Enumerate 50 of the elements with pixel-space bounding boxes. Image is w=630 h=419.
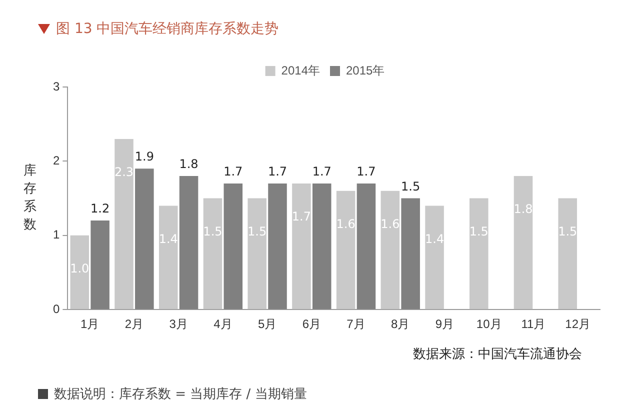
bar — [203, 198, 222, 310]
y-axis-title: 库存系数 — [24, 164, 36, 233]
x-tick-label: 7月 — [346, 317, 366, 332]
bar — [224, 183, 243, 310]
bar — [401, 198, 420, 310]
data-label: 1.7 — [224, 164, 243, 179]
x-tick-label: 10月 — [476, 317, 502, 332]
bar — [158, 206, 178, 310]
bar — [268, 183, 287, 310]
bar — [558, 198, 578, 310]
legend-label: 2015年 — [346, 63, 385, 78]
bar — [135, 168, 154, 310]
x-tick-label: 2月 — [124, 317, 144, 332]
bar — [292, 183, 311, 310]
data-label: 1.2 — [90, 202, 110, 216]
data-label: 1.8 — [179, 157, 198, 172]
bar — [380, 190, 400, 310]
data-label: 1.7 — [356, 164, 376, 179]
data-label: 1.5 — [401, 179, 420, 194]
data-label: 1.9 — [134, 150, 154, 164]
y-tick-label: 3 — [52, 79, 60, 94]
data-label: 1.7 — [268, 164, 288, 179]
x-tick-label: 8月 — [391, 317, 410, 332]
bar — [425, 206, 444, 310]
x-tick-label: 12月 — [565, 317, 590, 332]
bar — [514, 176, 533, 310]
source-note: 数据来源：中国汽车流通协会 — [413, 346, 582, 363]
text: 数据说明：库存系数 = 当期库存 / 当期销量 — [54, 386, 307, 403]
x-tick-label: 3月 — [169, 317, 188, 332]
x-tick-label: 4月 — [214, 317, 232, 332]
bar — [470, 198, 488, 310]
bar — [114, 138, 134, 310]
x-tick-label: 9月 — [435, 317, 454, 332]
bar — [312, 183, 332, 310]
y-tick-label: 0 — [52, 302, 60, 316]
bar — [336, 190, 356, 310]
data-label: 1.7 — [312, 164, 332, 179]
bar — [70, 235, 90, 310]
y-tick-label: 1 — [52, 228, 60, 242]
x-tick-label: 6月 — [302, 317, 321, 332]
bar — [356, 183, 376, 310]
bar — [179, 176, 198, 310]
bar — [90, 220, 110, 310]
bar — [248, 198, 266, 310]
chart-title: 图 13 中国汽车经销商库存系数走势 — [56, 20, 279, 38]
x-tick-label: 1月 — [80, 317, 100, 332]
legend-label: 2014年 — [281, 63, 320, 78]
x-tick-label: 11月 — [521, 317, 546, 332]
x-tick-label: 5月 — [258, 317, 277, 332]
y-tick-label: 2 — [52, 154, 60, 168]
